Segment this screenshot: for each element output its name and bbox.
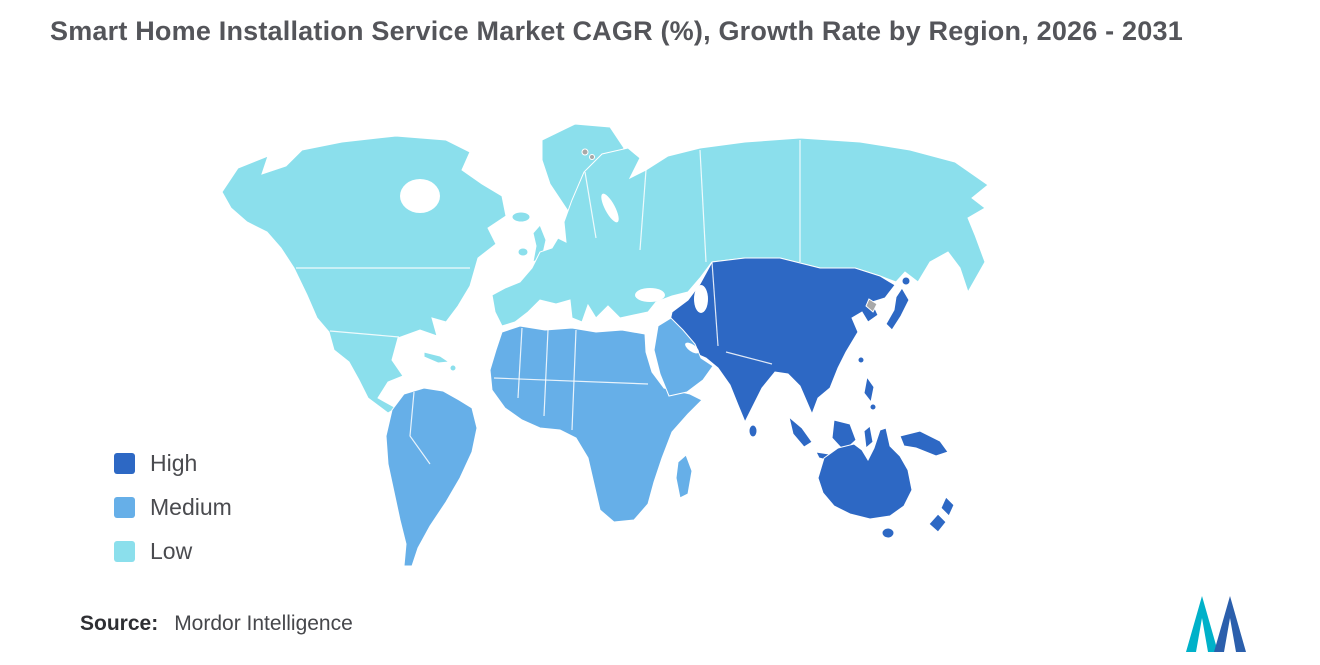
region-svalbard-1: [581, 148, 589, 156]
chart-title: Smart Home Installation Service Market C…: [50, 16, 1183, 46]
logo-right-peak: [1214, 596, 1246, 652]
legend-swatch-medium: [114, 497, 135, 518]
region-new-zealand-south: [928, 513, 947, 533]
region-korea-gray-patch: [865, 298, 878, 313]
legend-item-high: High: [114, 450, 232, 477]
region-madagascar: [675, 454, 693, 499]
region-iceland: [511, 211, 531, 223]
hudson-bay: [400, 179, 440, 213]
region-cuba: [423, 351, 451, 364]
region-japan: [885, 287, 910, 331]
baltic-sea: [601, 193, 619, 223]
world-map: [0, 70, 1320, 590]
legend-label-medium: Medium: [150, 494, 232, 520]
region-sulawesi: [863, 425, 874, 449]
region-new-zealand-north: [940, 496, 955, 517]
region-middle-east: [653, 317, 714, 397]
region-sri-lanka: [748, 424, 758, 438]
legend: High Medium Low: [114, 450, 232, 565]
source-label: Source:: [80, 612, 159, 635]
region-africa: [489, 325, 703, 523]
region-australia: [817, 427, 913, 520]
country-borders: [296, 140, 801, 465]
region-mindanao: [869, 403, 877, 411]
logo-left-peak: [1186, 596, 1218, 652]
legend-label-low: Low: [150, 538, 193, 564]
mordor-intelligence-logo: [1186, 596, 1246, 652]
legend-swatch-low: [114, 541, 135, 562]
legend-swatch-high: [114, 453, 135, 474]
world-map-svg: [221, 123, 989, 567]
region-south-america: [385, 387, 478, 567]
region-new-guinea: [899, 430, 949, 457]
region-tasmania: [881, 527, 895, 539]
region-north-america: [221, 135, 507, 414]
source-value: Mordor Intelligence: [174, 612, 353, 635]
legend-item-medium: Medium: [114, 494, 232, 521]
legend-label-high: High: [150, 450, 198, 476]
region-svalbard-2: [589, 154, 595, 160]
region-hokkaido: [901, 276, 911, 286]
region-asia: [667, 257, 896, 424]
legend-item-low: Low: [114, 538, 232, 565]
source-line: Source: Mordor Intelligence: [80, 612, 353, 636]
region-philippines: [863, 375, 875, 404]
black-sea: [635, 288, 665, 302]
caspian-sea: [694, 285, 708, 313]
persian-gulf: [685, 342, 699, 354]
region-ireland: [517, 247, 529, 257]
region-hispaniola: [449, 364, 457, 372]
region-taiwan: [857, 356, 865, 364]
region-sumatra: [788, 415, 813, 448]
region-europe-russia: [491, 137, 989, 327]
